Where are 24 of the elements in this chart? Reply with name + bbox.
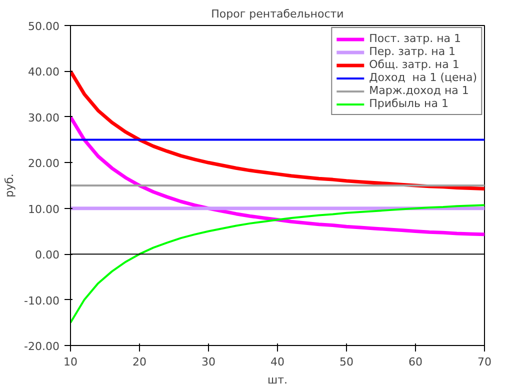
legend-label: Пер. затр. на 1 (369, 45, 456, 58)
chart-title: Порог рентабельности (211, 8, 344, 20)
legend-label: Пост. затр. на 1 (369, 32, 461, 45)
y-tick-label: 10.00 (28, 202, 60, 216)
x-tick-label: 70 (478, 356, 492, 368)
x-tick-label: 30 (202, 356, 216, 368)
x-axis-title: шт. (268, 374, 288, 386)
y-tick-label: 40.00 (28, 66, 60, 79)
legend-label: Доход на 1 (цена) (369, 71, 477, 84)
y-tick-label: 20.00 (28, 157, 60, 170)
y-tick-label: 0.00 (35, 248, 60, 262)
x-tick-label: 10 (64, 356, 78, 368)
y-tick-label: -10.00 (24, 294, 60, 308)
y-tick-label: 50.00 (28, 20, 60, 33)
y-axis-title: руб. (3, 174, 16, 198)
legend-label: Общ. затр. на 1 (369, 58, 460, 71)
y-tick-label: -20.00 (24, 340, 60, 353)
x-tick-label: 50 (340, 356, 354, 368)
y-tick-label: 30.00 (28, 111, 60, 124)
x-tick-label: 20 (132, 356, 146, 368)
x-tick-label: 40 (270, 356, 284, 368)
legend-label: Прибыль на 1 (369, 97, 448, 110)
x-tick-label: 60 (408, 356, 422, 368)
legend-label: Марж.доход на 1 (369, 84, 469, 97)
